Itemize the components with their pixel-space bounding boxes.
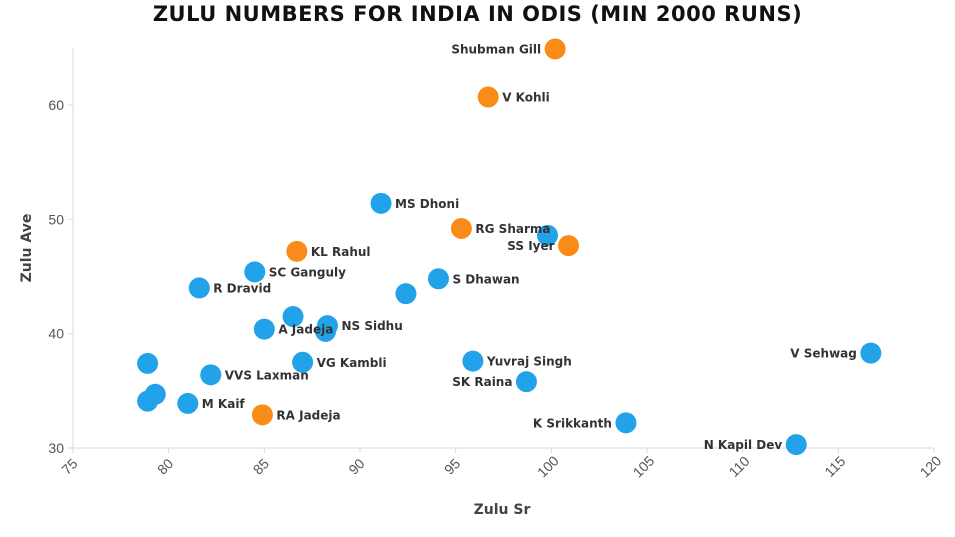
data-point[interactable] [515, 371, 537, 393]
data-point-label: M Kaif [202, 397, 246, 411]
data-point[interactable] [315, 320, 337, 342]
data-point[interactable] [395, 283, 417, 305]
x-tick-label: 85 [250, 455, 272, 477]
data-point[interactable] [200, 364, 222, 386]
data-point-label: RG Sharma [475, 222, 550, 236]
data-point-label: A Jadeja [278, 323, 333, 337]
x-tick-label: 95 [441, 455, 463, 477]
data-point[interactable] [177, 392, 199, 414]
data-point-label: SK Raina [452, 375, 512, 389]
data-labels: Shubman Gill V Kohli MS Dhoni RG Sharma SS I… [202, 42, 857, 452]
data-point-label: NS Sidhu [341, 319, 402, 333]
x-tick-label: 120 [917, 452, 945, 480]
x-tick-label: 100 [534, 452, 562, 480]
data-point[interactable] [544, 38, 566, 60]
data-point-label: Shubman Gill [451, 42, 541, 56]
data-point-label: SC Ganguly [269, 265, 346, 279]
y-tick-label: 50 [48, 211, 64, 227]
data-point[interactable] [537, 224, 559, 246]
y-tick-label: 60 [48, 97, 64, 113]
data-point[interactable] [450, 217, 472, 239]
x-axis-label: Zulu Sr [474, 502, 531, 518]
data-point-label: V Sehwag [790, 347, 857, 361]
data-point-label: RA Jadeja [276, 408, 340, 422]
data-point-label: S Dhawan [452, 272, 519, 286]
y-axis-label: Zulu Ave [19, 214, 35, 283]
data-point[interactable] [427, 268, 449, 290]
x-tick-label: 90 [345, 455, 367, 477]
data-point[interactable] [137, 390, 159, 412]
data-point-label: VVS Laxman [225, 368, 309, 382]
data-point[interactable] [615, 412, 637, 434]
x-tick-label: 80 [154, 455, 176, 477]
x-tick-label: 110 [726, 453, 753, 480]
data-point-label: V Kohli [502, 90, 550, 104]
data-point[interactable] [244, 261, 266, 283]
data-point-label: K Srikkanth [533, 416, 612, 430]
data-point-label: MS Dhoni [395, 197, 459, 211]
data-point[interactable] [286, 240, 308, 262]
data-point[interactable] [188, 277, 210, 299]
data-point-label: Yuvraj Singh [486, 355, 572, 369]
data-point[interactable] [292, 351, 314, 373]
data-point-label: KL Rahul [311, 245, 371, 259]
data-point-label: R Dravid [213, 281, 271, 295]
data-point-label: SS Iyer [507, 239, 554, 253]
x-tick-label: 105 [630, 452, 658, 480]
data-point[interactable] [785, 434, 807, 456]
x-tick-label: 115 [821, 453, 848, 480]
y-tick-label: 30 [48, 440, 64, 456]
data-point[interactable] [137, 352, 159, 374]
data-point[interactable] [251, 404, 273, 426]
data-point[interactable] [370, 192, 392, 214]
data-point-label: VG Kambli [317, 356, 387, 370]
data-point[interactable] [253, 318, 275, 340]
data-point[interactable] [282, 306, 304, 328]
data-point[interactable] [462, 350, 484, 372]
y-ticks: 30 40 50 60 [48, 97, 73, 456]
data-point-label: N Kapil Dev [704, 438, 783, 452]
chart-title: ZULU NUMBERS FOR INDIA IN ODIS (MIN 2000… [152, 2, 803, 26]
data-point[interactable] [477, 86, 499, 108]
data-points [137, 38, 882, 456]
data-point[interactable] [860, 342, 882, 364]
x-tick-label: 75 [58, 455, 80, 477]
x-ticks: 75 80 85 90 95 100 105 110 115 120 [58, 448, 945, 480]
y-tick-label: 40 [48, 326, 64, 342]
data-point[interactable] [558, 235, 580, 257]
